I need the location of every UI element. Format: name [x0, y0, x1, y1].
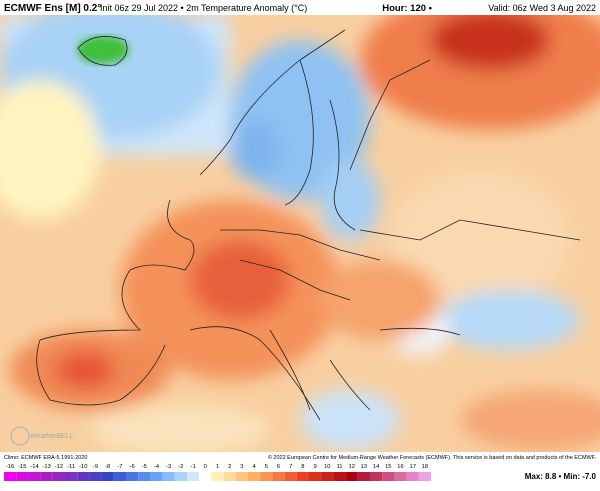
hour-label: Hour: 120 • [382, 3, 432, 14]
colorbar-label: 5 [265, 464, 268, 470]
colorbar-label: -1 [191, 464, 196, 470]
colorbar-swatch [52, 472, 65, 481]
colorbar-swatch [138, 472, 151, 481]
colorbar-swatch [113, 472, 126, 481]
colorbar-swatch [40, 472, 53, 481]
colorbar-swatch [223, 472, 236, 481]
colorbar-label: -14 [30, 464, 39, 470]
colorbar-label: -8 [105, 464, 110, 470]
colorbar-label: 10 [324, 464, 330, 470]
colorbar-swatch [235, 472, 248, 481]
colorbar-label: -15 [18, 464, 26, 470]
colorbar-swatch [321, 472, 334, 481]
init-label: Init 06z 29 Jul 2022 • 2m Temperature An… [100, 3, 307, 13]
colorbar-label: 14 [373, 464, 380, 470]
colorbar-label: -4 [154, 464, 160, 470]
colorbar-label: -2 [178, 464, 183, 470]
iceland [77, 36, 129, 64]
colorbar-swatch [309, 472, 322, 481]
colorbar-swatch [187, 472, 200, 481]
colorbar-swatch [28, 472, 41, 481]
colorbar-swatch [101, 472, 114, 481]
colorbar-label: 12 [348, 464, 354, 470]
colorbar-label: -16 [6, 464, 14, 470]
colorbar-label: 2 [228, 464, 231, 470]
model-label: ECMWF Ens [M] 0.2° [4, 3, 101, 14]
logo-icon [10, 426, 30, 446]
anomaly-field [0, 15, 600, 452]
colorbar-label: 17 [409, 464, 415, 470]
colorbar-swatch [77, 472, 90, 481]
colorbar-swatch [150, 472, 163, 481]
colorbar-label: 18 [422, 464, 428, 470]
colorbar-swatch [272, 472, 285, 481]
colorbar-label: -12 [55, 464, 63, 470]
colorbar-label: 3 [240, 464, 243, 470]
colorbar-swatch [345, 472, 358, 481]
colorbar-label: 1 [216, 464, 219, 470]
colorbar-swatch [333, 472, 346, 481]
colorbar-swatch [211, 472, 224, 481]
colorbar-label: 8 [301, 464, 304, 470]
colorbar-label: 0 [204, 464, 207, 470]
colorbar-swatch [370, 472, 383, 481]
colorbar-label: 4 [252, 464, 256, 470]
colorbar-label: 13 [361, 464, 367, 470]
colorbar-label: -10 [79, 464, 87, 470]
colorbar: -16 -15 -14 -13 -12 -11 -10 -9 -8 -7 -6 -5 -4 -3 -2 -1 0… [4, 464, 431, 481]
colorbar-swatch [394, 472, 407, 481]
colorbar-label: 16 [397, 464, 403, 470]
colorbar-swatch [89, 472, 102, 481]
colorbar-label: -7 [117, 464, 122, 470]
coastlines [36, 29, 581, 421]
colorbar-swatch [382, 472, 395, 481]
colorbar-label: 9 [313, 464, 316, 470]
colorbar-label: 7 [289, 464, 292, 470]
extremes-label: Max: 8.8 • Min: -7.0 [525, 472, 597, 481]
colorbar-label: -3 [166, 464, 171, 470]
colorbar-label: 11 [336, 464, 342, 470]
colorbar-swatch [4, 472, 17, 481]
colorbar-swatch [126, 472, 139, 481]
colorbar-swatch [296, 472, 309, 481]
colorbar-swatch [418, 472, 431, 481]
colorbar-label: 15 [385, 464, 391, 470]
colorbar-swatch [248, 472, 261, 481]
colorbar-label: -13 [43, 464, 51, 470]
colorbar-swatch [406, 472, 419, 481]
logo: WeatherBELL [30, 433, 74, 440]
colorbar-swatch [357, 472, 370, 481]
colorbar-swatch [16, 472, 29, 481]
colorbar-swatch [174, 472, 187, 481]
colorbar-swatch [162, 472, 175, 481]
valid-label: Valid: 06z Wed 3 Aug 2022 [488, 3, 596, 13]
colorbar-swatch [199, 472, 212, 481]
colorbar-swatch [284, 472, 297, 481]
colorbar-label: -9 [93, 464, 98, 470]
map: WeatherBELL [0, 15, 600, 452]
colorbar-swatch [65, 472, 78, 481]
colorbar-label: -5 [142, 464, 147, 470]
colorbar-swatch [260, 472, 273, 481]
colorbar-label: 6 [277, 464, 280, 470]
colorbar-label: -11 [67, 464, 75, 470]
climo-label: Climo: ECMWF ERA-5 1991-2020 [4, 455, 87, 461]
copyright-label: © 2022 European Centre for Medium-Range … [268, 454, 597, 461]
colorbar-label: -6 [130, 464, 135, 470]
